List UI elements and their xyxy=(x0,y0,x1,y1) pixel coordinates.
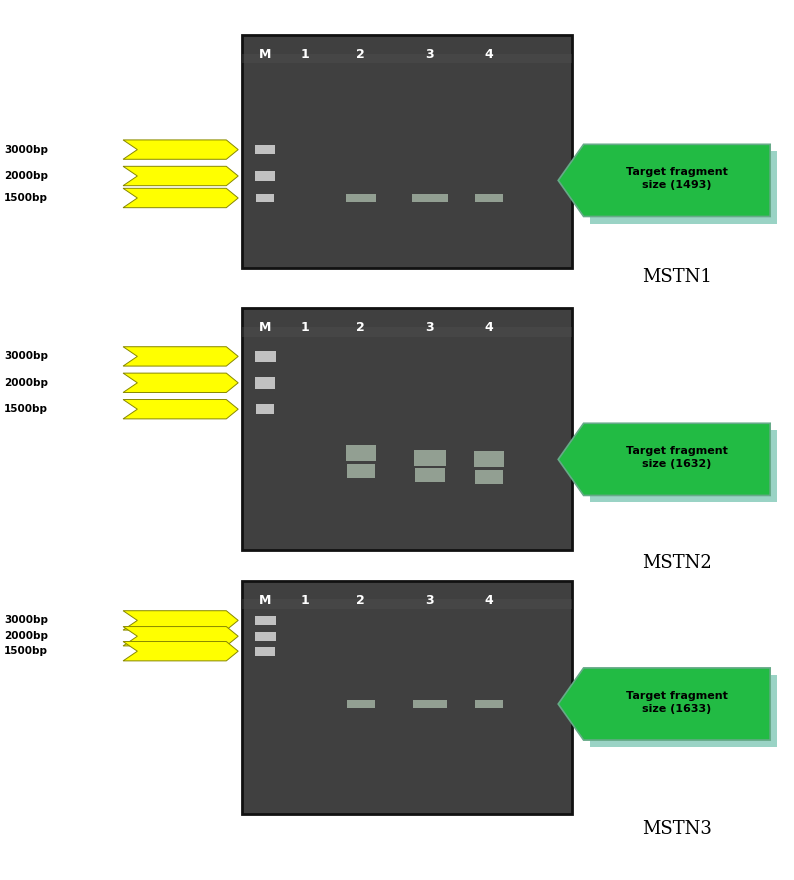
Text: 3: 3 xyxy=(426,594,434,606)
Bar xyxy=(415,468,445,482)
Text: 1: 1 xyxy=(300,594,309,606)
Text: MSTN2: MSTN2 xyxy=(642,554,711,572)
Text: 2000bp: 2000bp xyxy=(4,631,48,642)
Bar xyxy=(256,647,275,656)
Bar xyxy=(590,151,777,224)
Text: 3000bp: 3000bp xyxy=(4,615,48,626)
Bar xyxy=(346,445,376,461)
Polygon shape xyxy=(123,166,238,186)
Polygon shape xyxy=(123,400,238,419)
Bar xyxy=(347,464,375,478)
Polygon shape xyxy=(558,423,770,495)
Bar xyxy=(590,675,777,747)
Text: M: M xyxy=(259,594,272,606)
Text: Target fragment
size (1633): Target fragment size (1633) xyxy=(626,691,728,714)
Text: 4: 4 xyxy=(485,321,494,334)
Bar xyxy=(476,194,503,202)
Bar xyxy=(242,308,572,550)
Polygon shape xyxy=(558,668,770,740)
Text: 1500bp: 1500bp xyxy=(4,193,48,203)
Polygon shape xyxy=(123,373,238,392)
Text: MSTN3: MSTN3 xyxy=(642,820,712,838)
Bar xyxy=(242,581,572,814)
Bar xyxy=(476,700,503,708)
Text: 1500bp: 1500bp xyxy=(4,404,48,414)
Text: M: M xyxy=(259,321,272,334)
Text: 1: 1 xyxy=(300,321,309,334)
Bar xyxy=(347,700,375,708)
Text: 2: 2 xyxy=(357,594,365,606)
Text: 2000bp: 2000bp xyxy=(4,171,48,181)
Text: 4: 4 xyxy=(485,594,494,606)
Bar xyxy=(476,470,503,484)
Bar xyxy=(256,194,274,202)
Polygon shape xyxy=(123,347,238,366)
Text: Target fragment
size (1493): Target fragment size (1493) xyxy=(626,167,728,190)
Text: 1500bp: 1500bp xyxy=(4,646,48,656)
Bar xyxy=(255,616,276,625)
Bar xyxy=(412,194,448,202)
Bar xyxy=(242,599,572,609)
Polygon shape xyxy=(123,140,238,159)
Bar xyxy=(475,451,504,467)
Text: 1: 1 xyxy=(300,48,309,61)
Polygon shape xyxy=(123,611,238,630)
Polygon shape xyxy=(123,627,238,646)
Bar xyxy=(413,700,447,708)
Bar xyxy=(256,171,275,180)
Bar xyxy=(242,327,572,337)
Bar xyxy=(242,35,572,268)
Text: 2000bp: 2000bp xyxy=(4,378,48,388)
Bar xyxy=(255,632,276,641)
Text: 3000bp: 3000bp xyxy=(4,351,48,362)
Text: M: M xyxy=(259,48,272,61)
Bar xyxy=(346,194,376,202)
Text: Target fragment
size (1632): Target fragment size (1632) xyxy=(626,446,728,469)
Bar xyxy=(256,377,275,388)
Bar xyxy=(590,430,777,502)
Text: 2: 2 xyxy=(357,48,365,61)
Bar xyxy=(256,144,275,155)
Polygon shape xyxy=(123,642,238,661)
Bar xyxy=(256,404,274,414)
Polygon shape xyxy=(123,188,238,208)
Text: 2: 2 xyxy=(357,321,365,334)
Text: 4: 4 xyxy=(485,48,494,61)
Polygon shape xyxy=(558,144,770,216)
Bar xyxy=(414,450,445,466)
Text: 3: 3 xyxy=(426,321,434,334)
Text: MSTN1: MSTN1 xyxy=(642,268,712,286)
Text: 3000bp: 3000bp xyxy=(4,144,48,155)
Bar xyxy=(242,54,572,63)
Text: 3: 3 xyxy=(426,48,434,61)
Bar xyxy=(255,350,276,362)
